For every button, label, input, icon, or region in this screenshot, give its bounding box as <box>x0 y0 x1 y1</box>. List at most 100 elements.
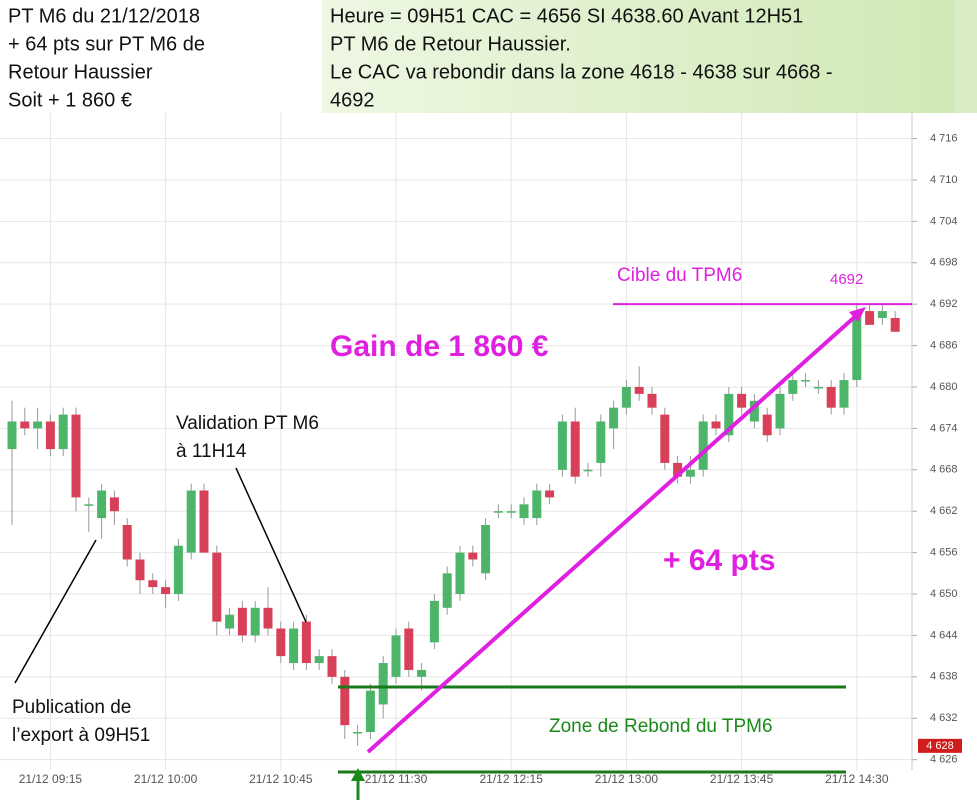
trend-arrow <box>366 312 860 754</box>
price-badge-label: 4 628 <box>926 740 954 752</box>
pointer-line <box>235 467 307 623</box>
validation-label: Validation PT M6 <box>176 413 319 434</box>
publication-label: Publication de <box>12 697 131 718</box>
y-tick-label: 4 680 <box>930 381 958 393</box>
candle-body <box>225 614 235 629</box>
candle-body <box>455 552 465 595</box>
candle-body <box>698 421 708 470</box>
candle-body <box>890 317 900 332</box>
points-label: + 64 pts <box>663 544 776 577</box>
header-left-box <box>0 0 322 113</box>
header-right-box <box>322 0 955 113</box>
candle-body <box>135 559 145 581</box>
target-name: Cible du TPM6 <box>617 265 742 286</box>
candle-body <box>493 511 503 513</box>
header-right-line: Le CAC va rebondir dans la zone 4618 - 4… <box>330 61 833 83</box>
candle-body <box>161 587 171 595</box>
candle-body <box>737 393 747 408</box>
candle-body <box>314 656 324 664</box>
header-right-line: Heure = 09H51 CAC = 4656 SI 4638.60 Avan… <box>330 5 803 27</box>
y-tick-label: 4 674 <box>930 422 958 434</box>
candle-body <box>788 380 798 394</box>
header-left-line: PT M6 du 21/12/2018 <box>8 5 200 27</box>
y-tick-label: 4 626 <box>930 754 958 766</box>
arrow-head <box>351 768 365 781</box>
candle-body <box>237 607 247 636</box>
candle-body <box>276 628 286 657</box>
candle-body <box>97 490 107 519</box>
y-tick-label: 4 668 <box>930 464 958 476</box>
y-tick-label: 4 698 <box>930 257 958 269</box>
candle-body <box>596 421 606 463</box>
candle-body <box>621 386 631 408</box>
candle-body <box>557 421 567 470</box>
candle-body <box>852 311 862 381</box>
y-tick-label: 4 656 <box>930 547 958 559</box>
candle-body <box>468 552 478 560</box>
candle-body <box>122 525 132 560</box>
candle-body <box>289 628 299 664</box>
candle-body <box>186 490 196 553</box>
target-label: 4692 <box>830 271 863 288</box>
candle-body <box>109 497 119 512</box>
candle-body <box>327 656 337 677</box>
y-tick-label: 4 686 <box>930 339 958 351</box>
x-tick-label: 21/12 10:45 <box>249 772 313 786</box>
y-tick-label: 4 644 <box>930 629 958 641</box>
candle-body <box>570 421 580 477</box>
x-tick-label: 21/12 13:45 <box>710 772 774 786</box>
candle-body <box>826 386 836 408</box>
candle-body <box>340 676 350 726</box>
candle-body <box>84 504 94 506</box>
candle-body <box>711 421 721 429</box>
candle-body <box>71 414 81 498</box>
candle-body <box>391 635 401 677</box>
y-tick-label: 4 692 <box>930 298 958 310</box>
x-tick-label: 21/12 10:00 <box>134 772 198 786</box>
y-tick-label: 4 632 <box>930 712 958 724</box>
candle-body <box>481 525 491 574</box>
price-badge <box>918 738 962 753</box>
candle-body <box>45 421 55 450</box>
candle-body <box>429 600 439 643</box>
y-tick-label: 4 704 <box>930 215 958 227</box>
candle-body <box>58 414 68 450</box>
candle-body <box>404 628 414 670</box>
x-tick-label: 21/12 14:30 <box>825 772 889 786</box>
candle-body <box>199 490 209 553</box>
candle-body <box>7 421 17 450</box>
header-right-line: 4692 <box>330 89 375 111</box>
candle-body <box>148 580 158 588</box>
y-tick-label: 4 716 <box>930 132 958 144</box>
gain-label: Gain de 1 860 € <box>330 330 549 363</box>
y-tick-label: 4 710 <box>930 174 958 186</box>
candle-body <box>301 621 311 664</box>
candle-body <box>583 469 593 472</box>
candles <box>7 304 900 746</box>
header-left-line: + 64 pts sur PT M6 de <box>8 33 205 55</box>
y-tick-label: 4 638 <box>930 671 958 683</box>
candle-body <box>442 573 452 608</box>
candle-body <box>775 393 785 429</box>
candle-body <box>839 380 849 408</box>
header-left-line: Retour Haussier <box>8 61 153 83</box>
x-tick-label: 21/12 09:15 <box>19 772 83 786</box>
candle-body <box>263 607 273 629</box>
x-tick-label: 21/12 11:30 <box>365 772 428 786</box>
candle-body <box>877 311 887 318</box>
header-right-line: PT M6 de Retour Haussier. <box>330 33 571 55</box>
pointer-line <box>14 539 97 684</box>
candle-body <box>801 380 811 382</box>
candle-body <box>685 469 695 477</box>
x-tick-label: 21/12 13:00 <box>595 772 659 786</box>
candle-body <box>378 663 388 705</box>
validation-label: à 11H14 <box>176 441 247 462</box>
candle-body <box>532 490 542 519</box>
candle-body <box>519 504 529 519</box>
candle-body <box>353 732 363 734</box>
candle-body <box>173 545 183 595</box>
candle-body <box>865 311 875 325</box>
candle-body <box>33 421 43 429</box>
